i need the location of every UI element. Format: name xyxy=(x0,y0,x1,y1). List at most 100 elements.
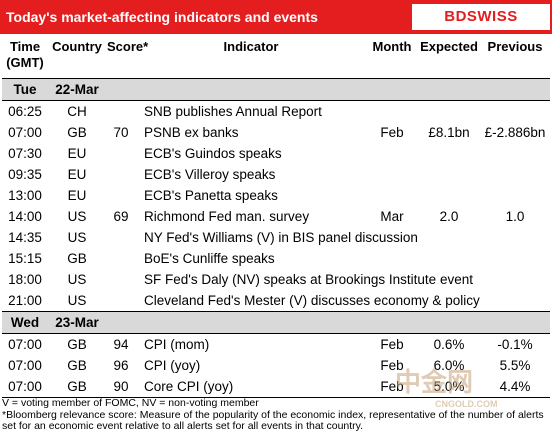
expected-cell: 6.0% xyxy=(433,358,465,373)
empty-cell xyxy=(366,101,418,123)
time-cell: 07:00 xyxy=(8,379,42,394)
empty-cell xyxy=(106,164,136,185)
empty-cell xyxy=(480,227,550,248)
header-row: Time (GMT) Country Score* Indicator Month Exp… xyxy=(2,38,550,79)
footnote: *Bloomberg relevance score: Measure of t… xyxy=(2,408,544,432)
column-header: Expected xyxy=(418,38,480,79)
watermark-site: CNGOLD.COM xyxy=(435,399,498,409)
time-cell: 07:00 xyxy=(8,337,42,352)
country-cell: US xyxy=(67,293,87,308)
empty-cell xyxy=(480,248,550,269)
event-row: 13:00 EU ECB's Panetta speaks xyxy=(2,185,550,206)
empty-cell xyxy=(106,290,136,312)
watermark: 中金网 CNGOLD.COM xyxy=(395,362,498,409)
event-row: 06:25 CH SNB publishes Annual Report xyxy=(2,101,550,123)
event-row: 14:00 US 69 Richmond Fed man. survey Mar 2.0 1… xyxy=(2,206,550,227)
event-row: 07:00 GB 96 CPI (yoy) Feb 6.0% 5.5% xyxy=(2,355,550,376)
time-cell: 07:00 xyxy=(8,125,42,140)
score-cell: 90 xyxy=(113,379,129,394)
indicator-cell: CPI (yoy) xyxy=(144,358,201,373)
month-cell: Feb xyxy=(380,379,404,394)
empty-cell xyxy=(366,185,418,206)
previous-cell: 5.5% xyxy=(499,358,531,373)
indicator-cell: Richmond Fed man. survey xyxy=(144,209,310,224)
country-cell: US xyxy=(67,209,87,224)
event-row: 07:00 GB 70 PSNB ex banks Feb £8.1bn £-2.886bn xyxy=(2,122,550,143)
event-row: 07:30 EU ECB's Guindos speaks xyxy=(2,143,550,164)
previous-cell: 1.0 xyxy=(505,209,525,224)
footnotes: V = voting member of FOMC, NV = non-voti… xyxy=(2,397,550,433)
indicator-cell: SF Fed's Daly (NV) speaks at Brookings I… xyxy=(144,272,473,287)
day-fill xyxy=(106,78,550,101)
header-bar: Today's market-affecting indicators and … xyxy=(0,0,552,34)
event-row: 21:00 US Cleveland Fed's Mester (V) discus… xyxy=(2,290,550,312)
country-cell: US xyxy=(67,230,87,245)
previous-cell: -0.1% xyxy=(497,337,533,352)
previous-cell: £-2.886bn xyxy=(484,125,546,140)
indicator-cell: PSNB ex banks xyxy=(144,125,239,140)
empty-cell xyxy=(418,248,480,269)
column-header: Indicator xyxy=(136,38,366,79)
indicator-cell: Core CPI (yoy) xyxy=(144,379,234,394)
column-header: Time (GMT) xyxy=(2,38,48,79)
event-row: 14:35 US NY Fed's Williams (V) in BIS pane… xyxy=(2,227,550,248)
empty-cell xyxy=(366,143,418,164)
day-row: Tue 22-Mar xyxy=(2,78,550,101)
month-cell: Mar xyxy=(380,209,404,224)
indicator-cell: ECB's Guindos speaks xyxy=(144,146,282,161)
empty-cell xyxy=(106,101,136,123)
expected-cell: £8.1bn xyxy=(428,125,470,140)
empty-cell xyxy=(106,248,136,269)
country-cell: US xyxy=(67,272,87,287)
time-cell: 13:00 xyxy=(8,188,42,203)
event-row: 07:00 GB 94 CPI (mom) Feb 0.6% -0.1% xyxy=(2,334,550,356)
empty-cell xyxy=(418,101,480,123)
time-cell: 06:25 xyxy=(8,104,42,119)
score-cell: 70 xyxy=(113,125,129,140)
country-cell: GB xyxy=(67,251,87,266)
time-cell: 07:00 xyxy=(8,358,42,373)
empty-cell xyxy=(480,164,550,185)
score-cell: 94 xyxy=(113,337,129,352)
score-cell: 96 xyxy=(113,358,129,373)
country-cell: GB xyxy=(67,337,87,352)
watermark-brand: 中金网 xyxy=(395,367,474,397)
score-cell: 69 xyxy=(113,209,129,224)
logo: BDSWISS xyxy=(412,4,550,30)
indicator-cell: ECB's Panetta speaks xyxy=(144,188,278,203)
empty-cell xyxy=(418,143,480,164)
event-row: 15:15 GB BoE's Cunliffe speaks xyxy=(2,248,550,269)
time-cell: 14:00 xyxy=(8,209,42,224)
month-cell: Feb xyxy=(380,358,404,373)
empty-cell xyxy=(106,185,136,206)
day-fill xyxy=(106,311,550,334)
country-cell: GB xyxy=(67,125,87,140)
empty-cell xyxy=(366,248,418,269)
empty-cell xyxy=(418,185,480,206)
indicator-cell: CPI (mom) xyxy=(144,337,210,352)
indicator-cell: Cleveland Fed's Mester (V) discusses eco… xyxy=(144,293,480,308)
column-header: Month xyxy=(366,38,418,79)
indicator-cell: BoE's Cunliffe speaks xyxy=(144,251,275,266)
time-cell: 18:00 xyxy=(8,272,42,287)
empty-cell xyxy=(418,227,480,248)
empty-cell xyxy=(106,227,136,248)
event-row: 07:00 GB 90 Core CPI (yoy) Feb 5.0% 4.4% xyxy=(2,376,550,397)
time-cell: 15:15 xyxy=(8,251,42,266)
empty-cell xyxy=(366,164,418,185)
month-cell: Feb xyxy=(380,125,404,140)
country-cell: CH xyxy=(67,104,87,119)
empty-cell xyxy=(106,269,136,290)
empty-cell xyxy=(480,101,550,123)
time-cell: 21:00 xyxy=(8,293,42,308)
expected-cell: 5.0% xyxy=(433,379,465,394)
empty-cell xyxy=(418,164,480,185)
day-name: Wed xyxy=(2,311,48,334)
indicator-cell: ECB's Villeroy speaks xyxy=(144,167,276,182)
expected-cell: 2.0 xyxy=(439,209,459,224)
expected-cell: 0.6% xyxy=(433,337,465,352)
indicator-table: Time (GMT) Country Score* Indicator Month Exp… xyxy=(2,38,550,397)
empty-cell xyxy=(480,290,550,312)
column-header: Country xyxy=(48,38,106,79)
